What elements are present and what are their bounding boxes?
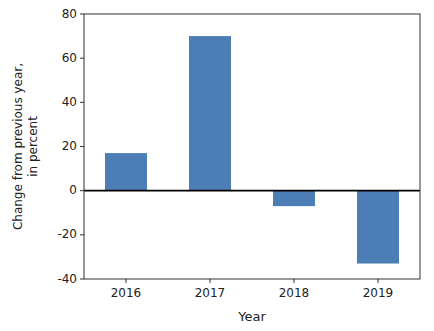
bar xyxy=(273,191,315,206)
x-tick xyxy=(126,279,127,283)
y-tick-label: 40 xyxy=(62,95,77,109)
x-tick-label: 2019 xyxy=(363,286,394,300)
y-tick-label: -20 xyxy=(57,227,77,241)
bar xyxy=(189,36,231,191)
chart: -40 -20 0 20 40 60 80 2016 2017 2018 2019 Year Chang… xyxy=(0,0,434,331)
x-tick-label: 2016 xyxy=(111,286,142,300)
x-tick-label: 2017 xyxy=(195,286,226,300)
y-tick xyxy=(80,102,84,103)
plot-frame xyxy=(84,14,420,279)
y-tick-label: 60 xyxy=(62,51,77,65)
y-tick-label: 20 xyxy=(62,139,77,153)
bars xyxy=(105,36,399,263)
x-tick xyxy=(378,279,379,283)
y-tick xyxy=(80,190,84,191)
y-axis-label-line: in percent xyxy=(26,116,40,177)
x-tick xyxy=(294,279,295,283)
bar xyxy=(357,191,399,264)
chart-container: -40 -20 0 20 40 60 80 2016 2017 2018 2019 Year Chang… xyxy=(0,0,434,331)
y-axis-label: Change from previous year,in percent xyxy=(11,63,40,230)
y-tick xyxy=(80,279,84,280)
y-tick xyxy=(80,14,84,15)
y-tick xyxy=(80,234,84,235)
y-tick xyxy=(80,58,84,59)
y-tick xyxy=(80,146,84,147)
y-axis-label-line: Change from previous year, xyxy=(11,63,25,230)
y-tick-label: 80 xyxy=(62,7,77,21)
x-tick-label: 2018 xyxy=(279,286,310,300)
zero-line xyxy=(84,190,420,192)
x-tick xyxy=(210,279,211,283)
y-tick-label: 0 xyxy=(69,183,77,197)
x-axis-label: Year xyxy=(237,309,266,324)
y-tick-label: -40 xyxy=(57,272,77,286)
bar xyxy=(105,153,147,191)
